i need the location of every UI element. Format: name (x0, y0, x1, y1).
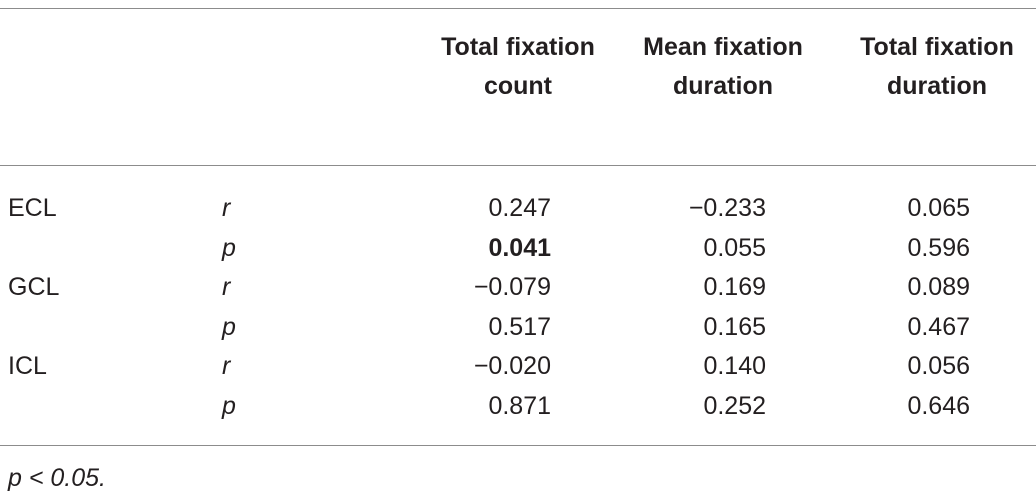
value-cell: −0.079 (473, 273, 551, 302)
column-header: Mean fixation duration (643, 33, 803, 100)
value-cell: 0.467 (907, 312, 970, 341)
row-group: ECL (8, 194, 57, 222)
stat-label: r (222, 194, 231, 222)
value-cell: 0.517 (488, 312, 551, 341)
stat-label: p (222, 392, 236, 420)
row-group: ICL (8, 352, 47, 381)
stat-label: r (222, 273, 231, 302)
value-cell: 0.871 (488, 392, 551, 420)
value-cell: −0.233 (688, 194, 766, 222)
bottom-rule (0, 445, 1036, 446)
value-cell: 0.055 (703, 233, 766, 262)
value-cell: 0.165 (703, 312, 766, 341)
value-cell: 0.065 (907, 194, 970, 222)
column-header: Total fixation duration (860, 33, 1014, 100)
stat-label: r (222, 352, 231, 381)
value-cell: 0.252 (703, 392, 766, 420)
stat-label: p (222, 233, 236, 262)
column-header: Total fixation count (441, 33, 595, 100)
value-cell: 0.169 (703, 273, 766, 302)
footnote: p < 0.05. (8, 464, 106, 492)
value-cell: 0.140 (703, 352, 766, 381)
value-cell: 0.596 (907, 233, 970, 262)
value-cell: 0.089 (907, 273, 970, 302)
top-rule (0, 8, 1036, 9)
value-cell: −0.020 (473, 352, 551, 381)
value-cell: 0.056 (907, 352, 970, 381)
header-rule (0, 165, 1036, 166)
stat-label: p (222, 312, 236, 341)
value-cell: 0.646 (907, 392, 970, 420)
row-group: GCL (8, 273, 60, 302)
value-cell: 0.247 (488, 194, 551, 222)
value-cell: 0.041 (488, 233, 551, 262)
